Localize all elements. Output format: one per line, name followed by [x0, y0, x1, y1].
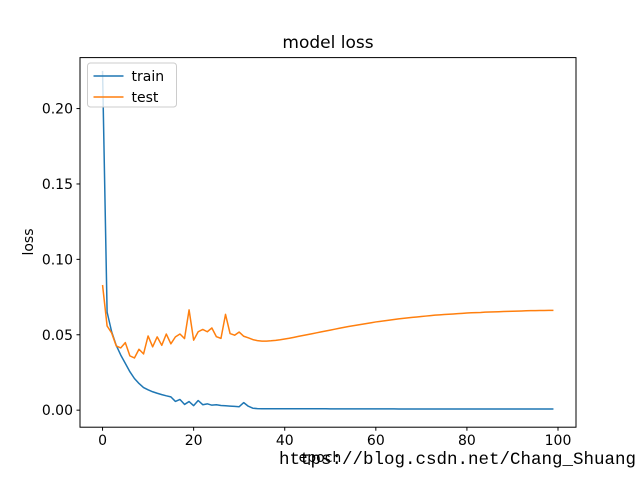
- y-tick-label: 0.15: [42, 177, 73, 193]
- y-tick-label: 0.00: [42, 403, 73, 419]
- x-axis-ticks: 0 20 40 60 80 100: [98, 427, 571, 449]
- train-curve: [101, 70, 554, 410]
- plot-border: [79, 57, 577, 428]
- test-curve: [101, 284, 554, 359]
- y-tick-label: 0.05: [42, 328, 73, 344]
- x-tick-label: 0: [98, 433, 107, 449]
- x-axis-label: epoch: [299, 450, 342, 466]
- legend: train test: [87, 62, 177, 108]
- x-tick-label: 20: [185, 433, 203, 449]
- watermark: https://blog.csdn.net/Chang_Shuang: [279, 450, 636, 470]
- x-tick-label: 80: [458, 433, 476, 449]
- x-tick-label: 40: [276, 433, 294, 449]
- y-axis-label: loss: [21, 228, 37, 255]
- curves: [101, 70, 554, 410]
- legend-train-label: train: [132, 69, 165, 85]
- x-tick-label: 100: [545, 433, 572, 449]
- legend-frame: [87, 62, 177, 108]
- y-tick-label: 0.10: [42, 252, 73, 268]
- y-tick-label: 0.20: [42, 102, 73, 118]
- y-axis-ticks: 0.00 0.05 0.10 0.15 0.20: [42, 102, 80, 419]
- legend-test-label: test: [132, 90, 159, 106]
- x-tick-label: 60: [367, 433, 385, 449]
- chart-title: model loss: [282, 33, 373, 53]
